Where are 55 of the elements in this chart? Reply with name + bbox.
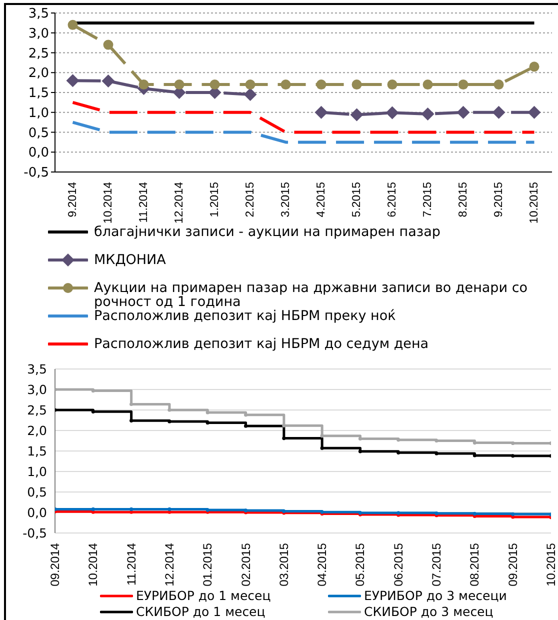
x-tick-label: 08.2015: [468, 542, 482, 586]
y-tick-label: 1,5: [28, 86, 49, 102]
y-tick-label: 3,5: [27, 361, 47, 376]
x-tick-label: 7.2015: [422, 182, 434, 218]
y-tick-label: 2,5: [27, 402, 47, 418]
y-tick-label: 1,0: [28, 106, 49, 121]
x-tick-label: 10.2014: [86, 542, 100, 586]
x-tick-label: 11.2014: [124, 542, 138, 586]
legend-label: Расположлив депозит кај НБРМ до седум дена: [94, 336, 430, 352]
x-tick-label: 01.2015: [200, 542, 215, 586]
y-tick-label: 0,0: [28, 146, 49, 161]
x-tick-label: 09.2014: [48, 542, 62, 586]
legend-label: СКИБОР до 1 месец: [136, 604, 266, 619]
legend-label: Расположлив депозит кај НБРМ преку ноќ: [94, 308, 397, 324]
y-tick-label: 3,0: [28, 26, 49, 42]
x-tick-label: 04.2015: [315, 542, 330, 586]
x-tick-label: 8.2015: [457, 182, 470, 218]
y-tick-label: 2,5: [28, 46, 49, 62]
x-tick-label: 11.2014: [138, 181, 150, 223]
x-tick-label: 06.2015: [391, 542, 406, 586]
y-tick-label: 2,0: [27, 422, 48, 438]
y-tick-label: 1,0: [27, 464, 48, 479]
x-tick-label: 1.2015: [208, 182, 221, 218]
y-tick-label: 0,5: [27, 484, 47, 500]
y-tick-label: -0,5: [22, 525, 47, 540]
y-tick-label: -0,5: [24, 166, 49, 181]
x-tick-label: 5.2015: [350, 182, 363, 218]
x-tick-label: 07.2015: [430, 542, 444, 586]
x-tick-label: 05.2015: [353, 542, 368, 586]
x-tick-label: 09.2015: [506, 542, 520, 586]
legend-label: ЕУРИБОР до 3 месеци: [364, 588, 507, 603]
x-tick-label: 03.2015: [276, 542, 291, 586]
x-tick-label: 4.2015: [315, 182, 328, 218]
x-tick-label: 10.2014: [102, 181, 114, 224]
x-tick-label: 10.2015: [528, 182, 540, 224]
x-tick-label: 9.2015: [492, 182, 505, 218]
y-tick-label: 0,0: [27, 504, 48, 520]
x-tick-label: 10.2015: [544, 542, 558, 586]
x-tick-label: 12.2014: [162, 542, 176, 586]
x-tick-label: 12.2014: [173, 181, 186, 224]
y-tick-label: 1,5: [27, 443, 47, 458]
legend-label: СКИБОР до 3 месец: [364, 604, 494, 619]
y-tick-label: 0,5: [28, 126, 49, 141]
legend-label: ЕУРИБОР до 1 месец: [136, 588, 271, 603]
x-tick-label: 2.2015: [244, 182, 256, 218]
y-tick-label: 3,5: [28, 6, 49, 22]
legend-label: благајнички записи - аукции на примарен пазар: [94, 224, 442, 240]
y-tick-label: 3,0: [27, 382, 48, 397]
legend-label: МКДОНИА: [94, 252, 167, 268]
x-tick-label: 02.2015: [238, 542, 253, 586]
legend-label: Аукции на примарен пазар на државни записи во денари со рочност од 1 година: [94, 280, 529, 310]
x-tick-label: 3.2015: [280, 182, 292, 218]
y-tick-label: 2,0: [28, 66, 49, 82]
x-tick-label: 6.2015: [386, 182, 398, 218]
x-tick-label: 9.2014: [66, 181, 79, 218]
